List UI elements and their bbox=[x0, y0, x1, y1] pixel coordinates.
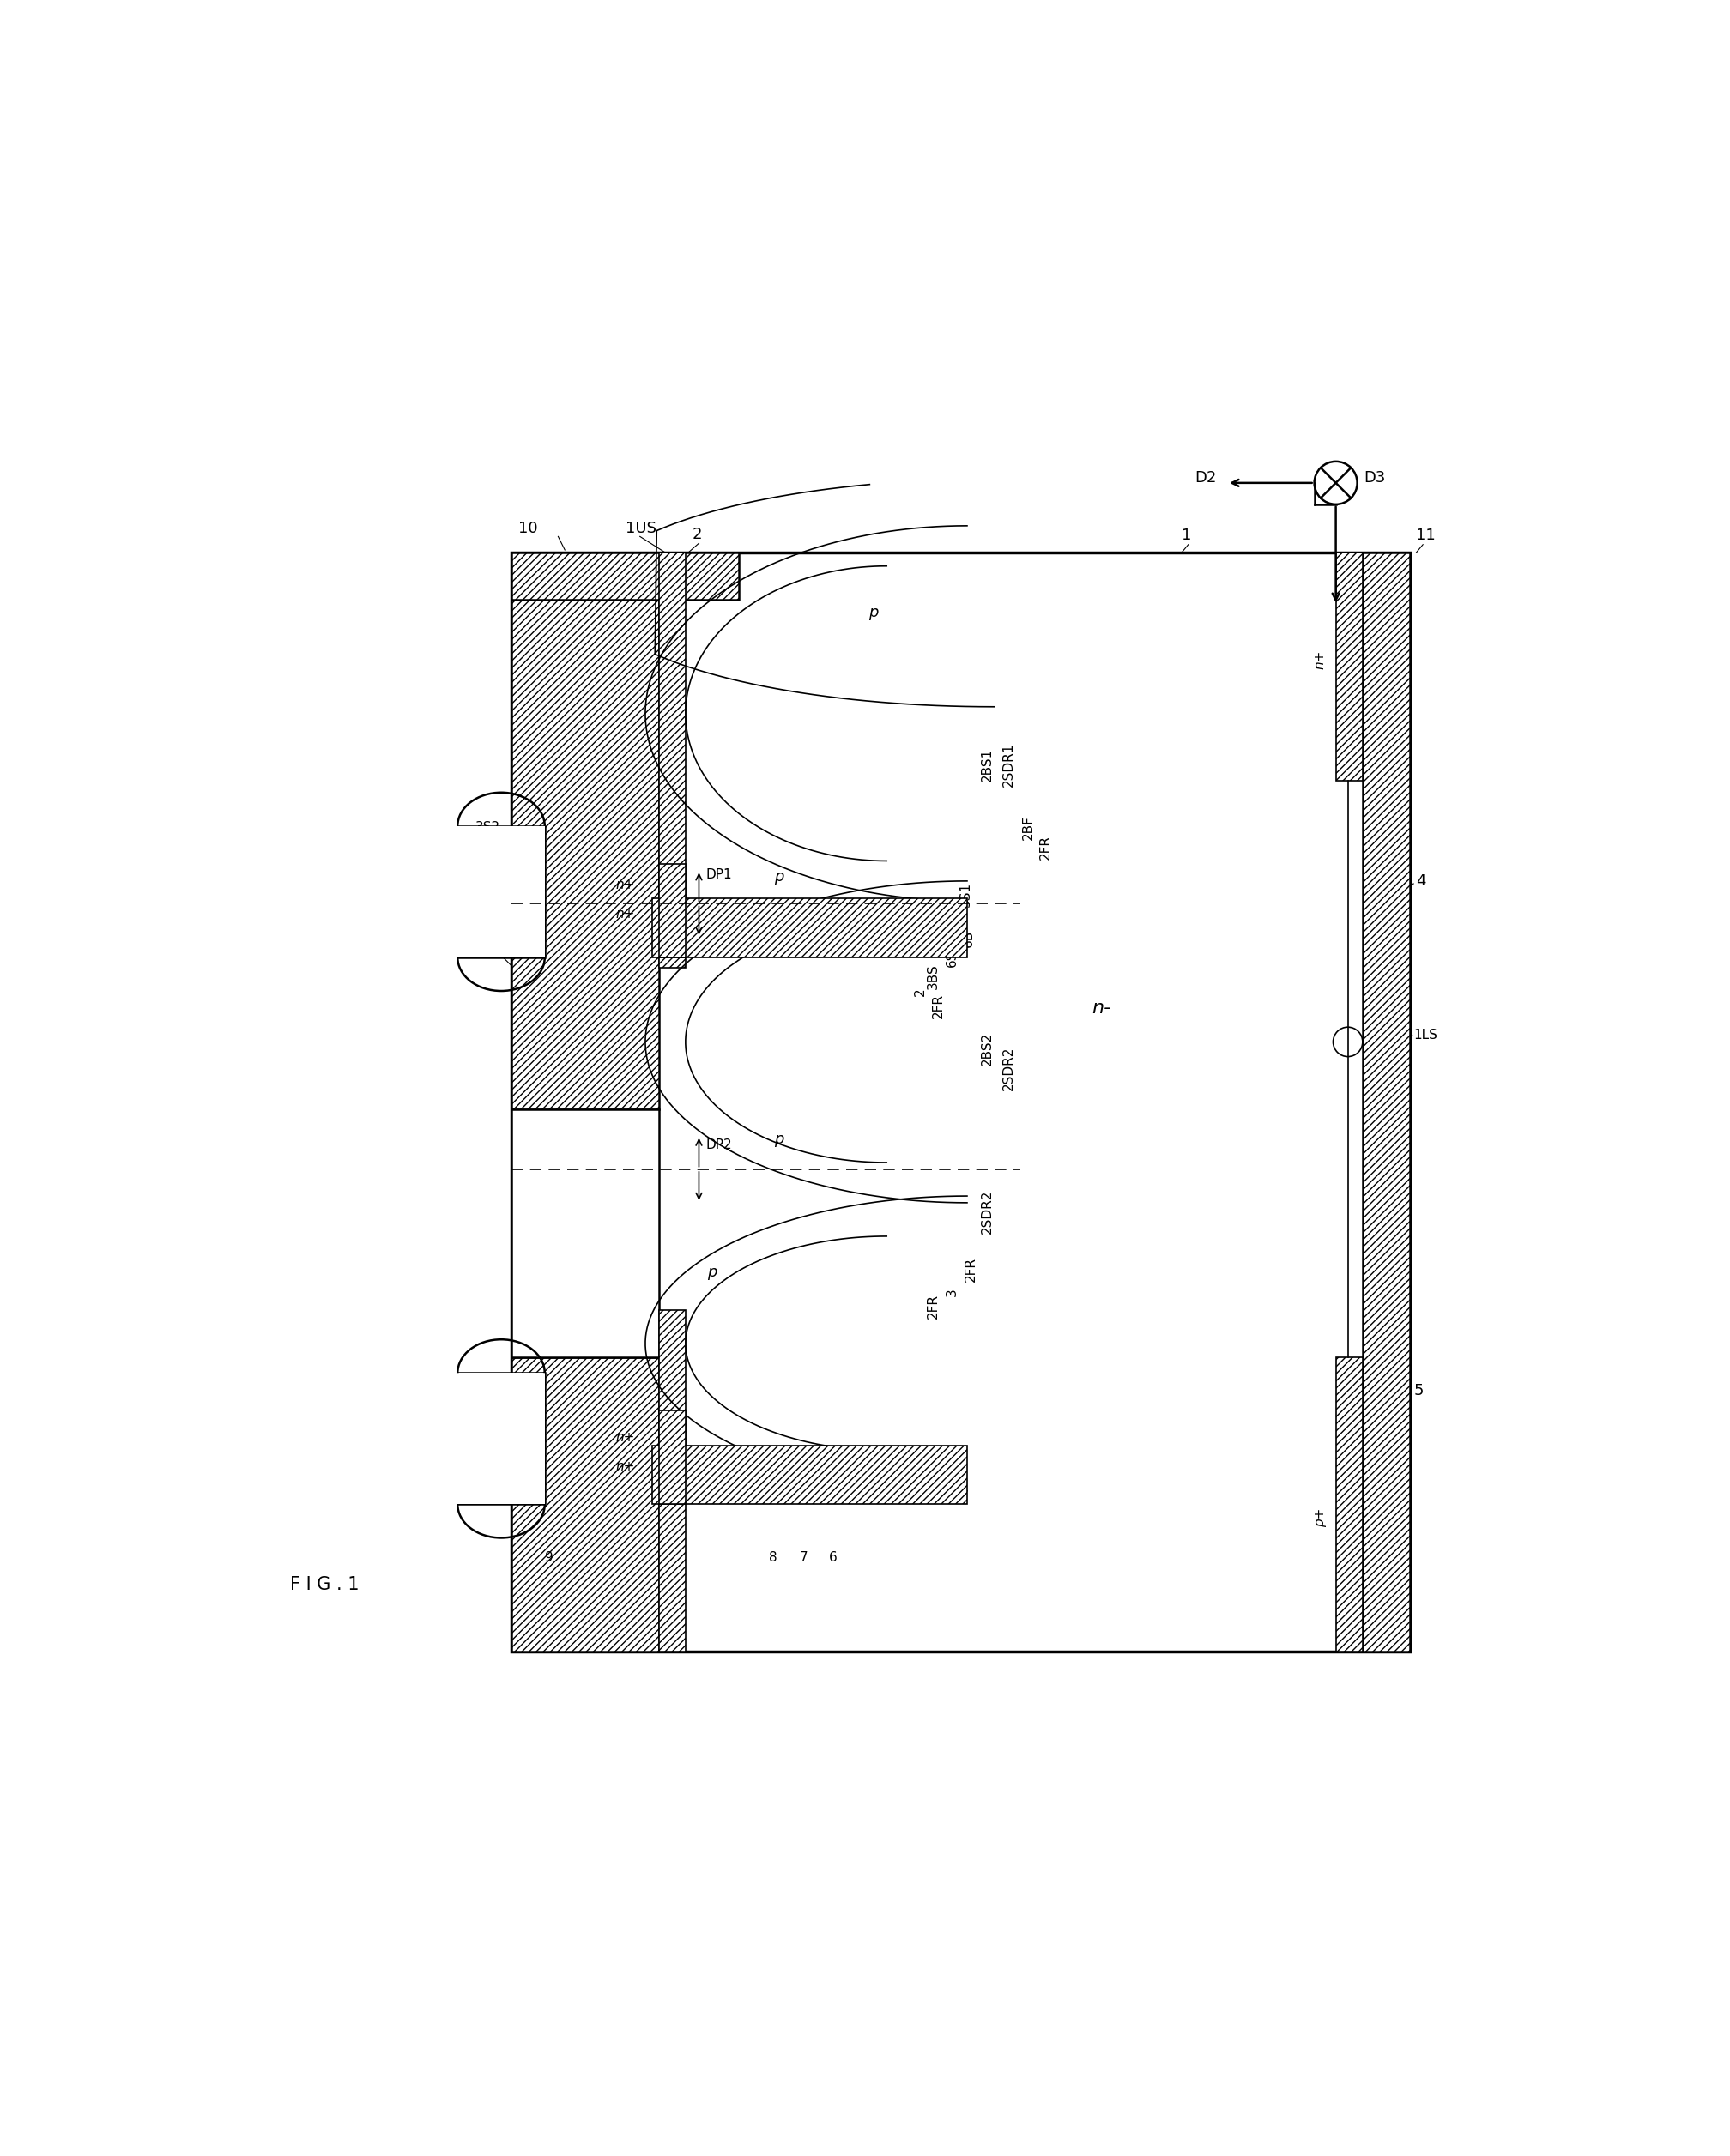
Text: p+: p+ bbox=[1313, 1509, 1327, 1526]
Text: 1US: 1US bbox=[625, 522, 656, 537]
Bar bbox=[512, 1356, 659, 1651]
Bar bbox=[678, 899, 967, 957]
Text: 3: 3 bbox=[946, 1289, 958, 1296]
Text: n+: n+ bbox=[616, 908, 635, 921]
Text: p: p bbox=[708, 1266, 718, 1281]
Text: 3S1: 3S1 bbox=[958, 882, 972, 908]
Text: DP2: DP2 bbox=[706, 1138, 732, 1151]
Text: 8: 8 bbox=[768, 1550, 777, 1563]
Text: 7: 7 bbox=[490, 886, 498, 899]
Text: p: p bbox=[775, 1132, 784, 1147]
Bar bbox=[659, 552, 685, 968]
Text: 1: 1 bbox=[1182, 528, 1192, 543]
Text: 2SDR1: 2SDR1 bbox=[1002, 742, 1016, 787]
Bar bbox=[457, 826, 545, 957]
Text: 11: 11 bbox=[1417, 528, 1436, 543]
Text: n+: n+ bbox=[616, 1432, 635, 1445]
Text: DP1: DP1 bbox=[706, 869, 732, 882]
Text: D3: D3 bbox=[1363, 470, 1386, 485]
Text: 5: 5 bbox=[1413, 1382, 1424, 1397]
Text: 2SDR2: 2SDR2 bbox=[981, 1190, 993, 1233]
Text: 2BS1: 2BS1 bbox=[981, 748, 993, 780]
Text: 2FR: 2FR bbox=[927, 1294, 939, 1317]
Bar bbox=[512, 552, 1410, 1651]
Bar bbox=[659, 1410, 685, 1505]
Bar bbox=[457, 1373, 545, 1505]
Text: 7: 7 bbox=[490, 860, 498, 873]
Text: 2FR: 2FR bbox=[964, 1257, 977, 1283]
Bar bbox=[1336, 552, 1363, 780]
Text: n-: n- bbox=[1092, 1000, 1111, 1018]
Text: 6: 6 bbox=[829, 1550, 837, 1563]
Text: n+: n+ bbox=[1313, 651, 1327, 668]
Text: 3BS: 3BS bbox=[927, 964, 939, 990]
Text: p: p bbox=[775, 869, 784, 884]
Bar bbox=[1363, 552, 1410, 1651]
Text: 2FR: 2FR bbox=[1040, 834, 1052, 860]
Bar bbox=[659, 865, 685, 957]
Text: 7: 7 bbox=[799, 1550, 808, 1563]
Text: 2SDR2: 2SDR2 bbox=[1002, 1046, 1016, 1091]
Text: 10: 10 bbox=[517, 522, 538, 537]
Text: 7: 7 bbox=[490, 910, 498, 923]
Bar bbox=[652, 899, 683, 957]
Text: 2: 2 bbox=[913, 987, 926, 996]
Text: 4: 4 bbox=[1417, 873, 1426, 888]
Bar bbox=[512, 1108, 659, 1356]
Text: 8: 8 bbox=[943, 916, 955, 925]
Text: n+: n+ bbox=[616, 1460, 635, 1473]
Text: 2BF: 2BF bbox=[1022, 815, 1035, 841]
Text: 6S: 6S bbox=[946, 951, 958, 968]
Text: 2FR: 2FR bbox=[932, 994, 945, 1018]
Bar bbox=[512, 552, 739, 599]
Text: 9: 9 bbox=[545, 1550, 554, 1563]
Bar bbox=[652, 1445, 683, 1505]
Text: D1: D1 bbox=[1336, 617, 1358, 632]
Bar bbox=[1336, 1356, 1363, 1651]
Text: 1LS: 1LS bbox=[1413, 1028, 1438, 1041]
Text: 3: 3 bbox=[943, 899, 955, 908]
Text: 3S2: 3S2 bbox=[476, 821, 500, 834]
Bar bbox=[457, 826, 545, 957]
Text: p: p bbox=[868, 606, 879, 621]
Bar bbox=[678, 1445, 967, 1505]
Bar bbox=[457, 1373, 545, 1505]
Bar bbox=[512, 552, 659, 1108]
Text: 2BS2: 2BS2 bbox=[981, 1033, 993, 1065]
Text: 3US: 3US bbox=[469, 949, 495, 962]
Text: n+: n+ bbox=[616, 880, 635, 890]
Text: 2: 2 bbox=[692, 526, 702, 541]
Text: F I G . 1: F I G . 1 bbox=[291, 1576, 360, 1593]
Bar bbox=[659, 1311, 685, 1651]
Text: 6B: 6B bbox=[962, 929, 974, 946]
Text: D2: D2 bbox=[1195, 470, 1216, 485]
